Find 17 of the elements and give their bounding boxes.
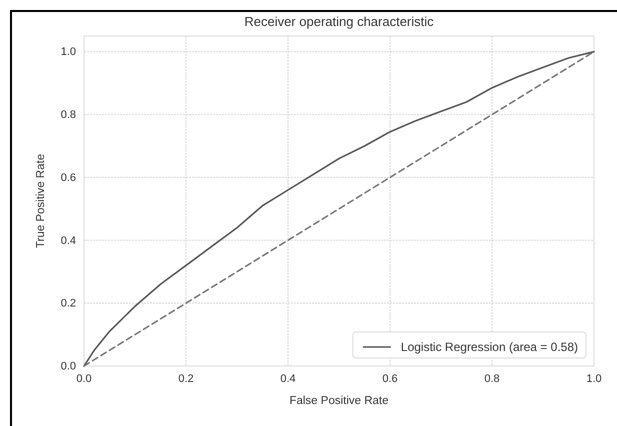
x-tick-label: 0.2 xyxy=(178,372,194,385)
x-tick-label: 0.6 xyxy=(382,372,398,385)
x-tick-label: 0.4 xyxy=(280,372,296,385)
y-tick-label: 1.0 xyxy=(60,46,76,58)
x-axis-title: False Positive Rate xyxy=(289,395,389,407)
y-axis-title: True Positive Rate xyxy=(35,154,47,248)
y-tick-label: 0.0 xyxy=(60,360,76,373)
x-tick-label: 1.0 xyxy=(586,372,602,385)
chart-title: Receiver operating characteristic xyxy=(244,14,434,29)
y-tick-label: 0.8 xyxy=(60,109,76,122)
line-series xyxy=(83,50,595,367)
y-tick-label: 0.4 xyxy=(60,234,76,247)
y-tick-label: 0.2 xyxy=(60,298,76,310)
x-tick-label: 0.8 xyxy=(484,372,500,385)
x-tick-label: 0.0 xyxy=(76,372,92,385)
legend-label: Logistic Regression (area = 0.58) xyxy=(400,340,578,354)
y-tick-label: 0.6 xyxy=(60,172,76,184)
